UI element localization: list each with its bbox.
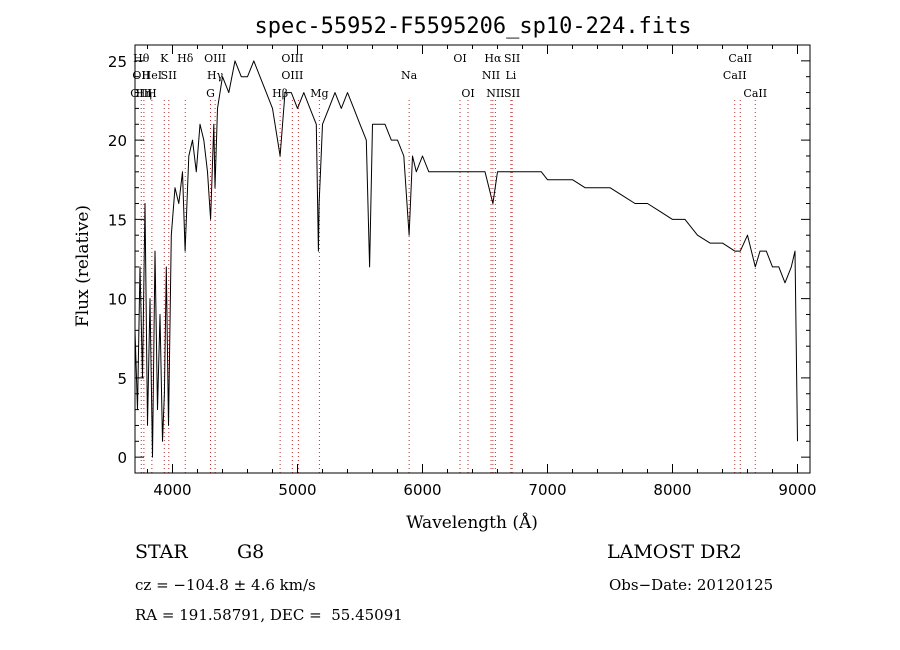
spectrum-line <box>134 60 798 458</box>
line-marker-label: Hδ <box>177 52 194 65</box>
line-marker-label: CaII <box>743 87 767 100</box>
line-marker-group: HθOIIOIIIHηHeIHKSIIHδGOIIIHγHβOIIIOIIIMg… <box>130 52 767 473</box>
line-marker-label: CaII <box>723 69 747 82</box>
line-marker-label: Hη <box>136 87 152 100</box>
line-marker-label: NII <box>482 69 500 82</box>
axis-ticks: 4000 5000 6000 7000 8000 9000 0 5 10 15 20 25 <box>108 44 817 499</box>
line-marker-label: Li <box>505 69 516 82</box>
observation-date: Obs−Date: 20120125 <box>609 576 774 594</box>
line-marker-label: Mg <box>310 87 328 100</box>
y-tick-label: 0 <box>117 449 127 467</box>
y-tick-label: 15 <box>108 211 127 229</box>
line-marker-label: Na <box>401 69 418 82</box>
line-marker-label: SII <box>504 52 520 65</box>
line-marker-label: HeI <box>142 69 162 82</box>
y-tick-label: 25 <box>108 53 127 71</box>
line-marker-label: OIII <box>281 69 303 82</box>
x-tick-label: 4000 <box>153 481 191 499</box>
redshift-velocity: cz = −104.8 ± 4.6 km/s <box>135 576 316 594</box>
line-marker-label: Hβ <box>272 87 288 100</box>
line-marker-label: OIII <box>204 52 226 65</box>
line-marker-label: OI <box>453 52 466 65</box>
y-tick-label: 10 <box>108 291 127 309</box>
x-tick-label: 6000 <box>403 481 441 499</box>
y-axis-label: Flux (relative) <box>73 205 93 327</box>
x-tick-label: 9000 <box>778 481 816 499</box>
line-marker-label: G <box>206 87 215 100</box>
line-marker-label: Hγ <box>207 69 224 82</box>
series-group <box>134 60 798 458</box>
survey-name: LAMOST DR2 <box>607 541 742 563</box>
line-marker-label: Hα <box>484 52 502 65</box>
line-marker-label: Hθ <box>133 52 150 65</box>
x-axis-label: Wavelength (Å) <box>406 512 538 533</box>
sky-coordinates: RA = 191.58791, DEC = 55.45091 <box>135 606 403 624</box>
x-tick-label: 8000 <box>653 481 691 499</box>
line-marker-label: K <box>160 52 169 65</box>
line-marker-label: SII <box>504 87 520 100</box>
line-marker-label: SII <box>161 69 177 82</box>
x-tick-label: 5000 <box>278 481 316 499</box>
line-marker-label: OIII <box>130 87 152 100</box>
chart-title: spec-55952-F5595206_sp10-224.fits <box>254 14 691 39</box>
object-class: STAR <box>135 541 188 563</box>
line-marker-label: OIII <box>281 52 303 65</box>
line-marker-label: CaII <box>728 52 752 65</box>
line-marker-label: OI <box>461 87 474 100</box>
line-marker-label: OII <box>132 69 150 82</box>
x-tick-label: 7000 <box>528 481 566 499</box>
line-marker-label: H <box>147 87 157 100</box>
spectral-subclass: G8 <box>237 541 265 563</box>
line-marker-label: NII <box>486 87 504 100</box>
y-tick-label: 20 <box>108 132 127 150</box>
plot-frame <box>134 44 811 474</box>
y-tick-label: 5 <box>117 370 127 388</box>
